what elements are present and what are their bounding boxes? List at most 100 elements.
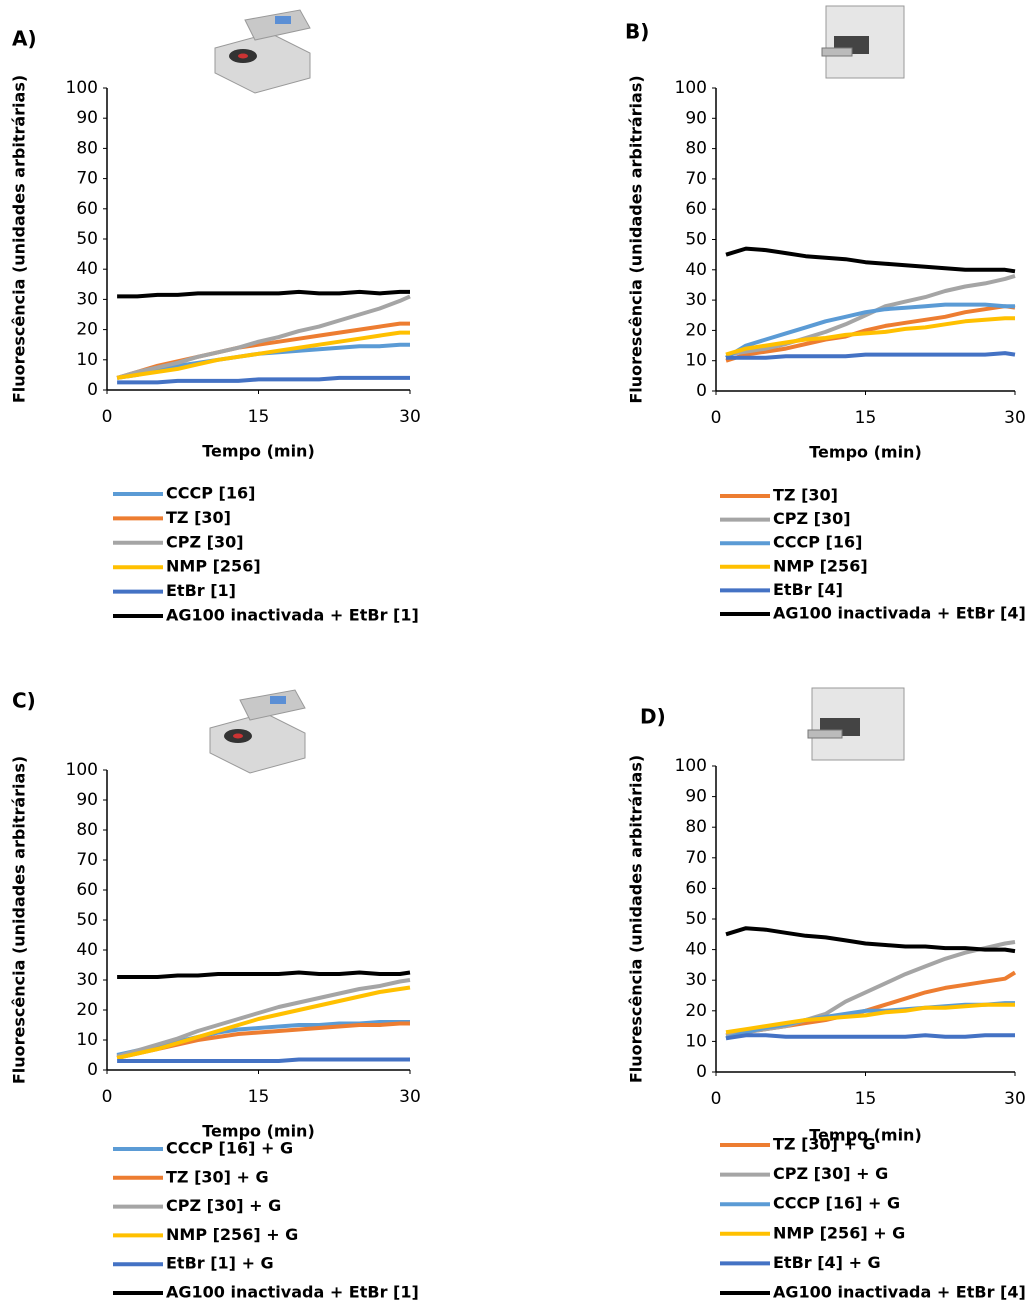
y-tick-label: 0 bbox=[696, 381, 707, 401]
series-line bbox=[117, 375, 410, 385]
y-tick-label: 50 bbox=[685, 909, 707, 929]
x-axis-title: Tempo (min) bbox=[202, 442, 315, 461]
y-tick-label: 0 bbox=[87, 1060, 98, 1080]
y-tick-label: 30 bbox=[685, 290, 707, 310]
y-tick-label: 50 bbox=[76, 910, 98, 930]
x-tick-label: 0 bbox=[711, 1089, 722, 1109]
legend-label: CCCP [16] + G bbox=[166, 1139, 293, 1158]
x-tick-label: 30 bbox=[1004, 1089, 1026, 1109]
x-tick-label: 15 bbox=[248, 407, 270, 427]
panel-label: A) bbox=[12, 27, 37, 51]
series-line bbox=[117, 289, 410, 299]
legend-label: EtBr [4] + G bbox=[773, 1253, 881, 1272]
y-tick-label: 80 bbox=[685, 817, 707, 837]
y-tick-label: 40 bbox=[76, 259, 98, 279]
legend-label: CPZ [30] bbox=[166, 532, 244, 551]
y-tick-label: 10 bbox=[76, 1030, 98, 1050]
y-tick-label: 20 bbox=[685, 1001, 707, 1021]
y-tick-label: 70 bbox=[76, 169, 98, 189]
legend-label: CPZ [30] bbox=[773, 509, 851, 528]
series-line bbox=[117, 970, 411, 979]
legend-label: CCCP [16] + G bbox=[773, 1194, 900, 1213]
y-axis-title: Fluorescência (unidades arbitrárias) bbox=[627, 75, 646, 403]
device-plate-reader bbox=[807, 687, 905, 761]
y-tick-label: 40 bbox=[685, 260, 707, 280]
legend-label: AG100 inactivada + EtBr [1] bbox=[166, 606, 419, 625]
legend-label: CCCP [16] bbox=[773, 533, 862, 552]
y-tick-label: 70 bbox=[685, 848, 707, 868]
series-line bbox=[724, 302, 1015, 360]
x-tick-label: 30 bbox=[1004, 408, 1026, 428]
y-tick-label: 40 bbox=[685, 940, 707, 960]
series-line bbox=[725, 304, 1016, 363]
series-line bbox=[725, 316, 1015, 357]
y-axis-title: Fluorescência (unidades arbitrárias) bbox=[627, 755, 646, 1083]
series-line bbox=[725, 940, 1016, 1038]
legend-label: AG100 inactivada + EtBr [4] bbox=[773, 604, 1026, 623]
y-tick-label: 90 bbox=[685, 787, 707, 807]
series-line bbox=[116, 978, 411, 1059]
y-tick-label: 20 bbox=[76, 320, 98, 340]
series-line bbox=[726, 351, 1016, 360]
y-tick-label: 60 bbox=[76, 880, 98, 900]
x-axis-title: Tempo (min) bbox=[202, 1122, 315, 1141]
y-tick-label: 10 bbox=[76, 350, 98, 370]
y-tick-label: 10 bbox=[685, 351, 707, 371]
y-tick-label: 50 bbox=[76, 229, 98, 249]
y-tick-label: 80 bbox=[76, 138, 98, 158]
x-tick-label: 30 bbox=[399, 1087, 421, 1107]
x-tick-label: 0 bbox=[102, 407, 113, 427]
x-tick-label: 15 bbox=[855, 408, 877, 428]
panel-label: D) bbox=[640, 705, 666, 729]
y-tick-label: 90 bbox=[685, 108, 707, 128]
legend-label: EtBr [4] bbox=[773, 580, 843, 599]
y-tick-label: 60 bbox=[76, 199, 98, 219]
x-tick-label: 0 bbox=[711, 408, 722, 428]
series-line bbox=[116, 1020, 410, 1057]
device-rotor bbox=[214, 9, 311, 94]
y-tick-label: 90 bbox=[76, 790, 98, 810]
legend-label: NMP [256] + G bbox=[773, 1223, 905, 1242]
x-tick-label: 0 bbox=[102, 1087, 113, 1107]
y-tick-label: 30 bbox=[685, 970, 707, 990]
series-line bbox=[725, 246, 1016, 274]
series-line bbox=[725, 1002, 1015, 1035]
y-tick-label: 70 bbox=[76, 850, 98, 870]
legend-label: NMP [256] bbox=[773, 556, 868, 575]
device-rotor bbox=[209, 689, 306, 774]
device-plate-reader bbox=[821, 5, 905, 79]
legend-label: CPZ [30] + G bbox=[773, 1164, 888, 1183]
y-tick-label: 90 bbox=[76, 108, 98, 128]
legend-label: EtBr [1] + G bbox=[166, 1254, 274, 1273]
y-axis-title: Fluorescência (unidades arbitrárias) bbox=[10, 756, 29, 1084]
y-tick-label: 20 bbox=[685, 320, 707, 340]
y-tick-label: 70 bbox=[685, 169, 707, 189]
legend-label: NMP [256] bbox=[166, 557, 261, 576]
legend-label: TZ [30] + G bbox=[773, 1135, 876, 1154]
x-axis-title: Tempo (min) bbox=[809, 1126, 922, 1145]
legend-label: CCCP [16] bbox=[166, 484, 255, 503]
series-line bbox=[116, 985, 411, 1060]
panel-label: B) bbox=[625, 20, 649, 44]
y-tick-label: 30 bbox=[76, 289, 98, 309]
y-tick-label: 10 bbox=[685, 1031, 707, 1051]
y-tick-label: 100 bbox=[675, 756, 707, 776]
y-tick-label: 80 bbox=[685, 139, 707, 159]
series-line bbox=[725, 1033, 1015, 1041]
y-tick-label: 0 bbox=[696, 1062, 707, 1082]
legend-label: EtBr [1] bbox=[166, 581, 236, 600]
legend-label: TZ [30] bbox=[166, 508, 231, 527]
y-tick-label: 50 bbox=[685, 230, 707, 250]
legend-label: AG100 inactivada + EtBr [1] bbox=[166, 1283, 419, 1302]
y-tick-label: 0 bbox=[87, 380, 98, 400]
legend-label: NMP [256] + G bbox=[166, 1225, 298, 1244]
y-tick-label: 100 bbox=[675, 78, 707, 98]
x-tick-label: 15 bbox=[248, 1087, 270, 1107]
y-tick-label: 100 bbox=[66, 78, 98, 98]
legend-label: TZ [30] + G bbox=[166, 1167, 269, 1186]
y-axis-title: Fluorescência (unidades arbitrárias) bbox=[10, 75, 29, 403]
y-tick-label: 60 bbox=[685, 878, 707, 898]
series-line bbox=[117, 1057, 410, 1063]
series-line bbox=[116, 330, 410, 380]
